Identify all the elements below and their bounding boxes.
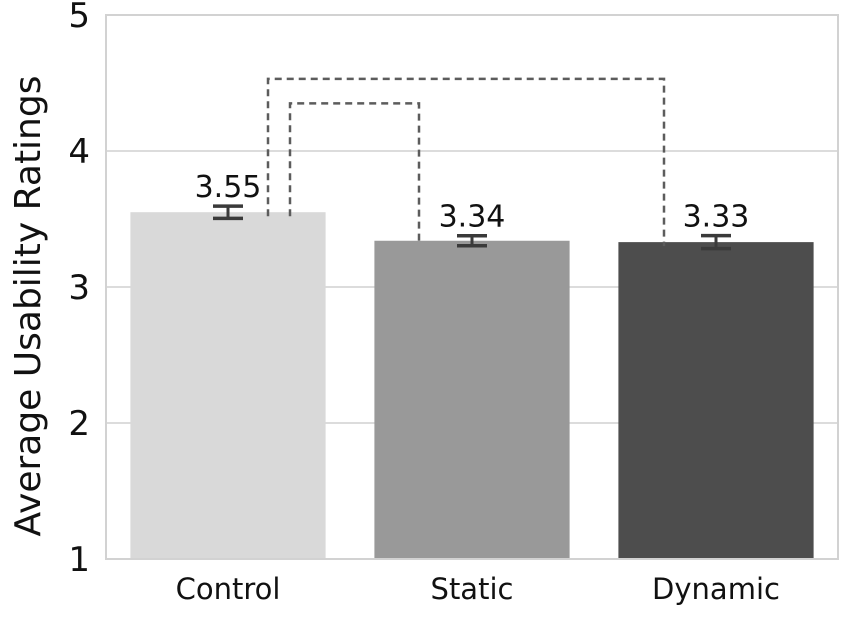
y-axis-label: Average Usability Ratings [8, 76, 49, 537]
y-tick-label-2: 2 [68, 404, 90, 444]
value-label-control: 3.55 [195, 170, 262, 205]
x-tick-label-control: Control [176, 572, 281, 606]
value-label-static: 3.34 [439, 200, 506, 235]
x-tick-label-dynamic: Dynamic [652, 572, 780, 606]
plot-border [105, 14, 839, 560]
x-tick-label-static: Static [431, 572, 514, 606]
y-tick-label-5: 5 [68, 0, 90, 36]
bar-control [130, 212, 326, 559]
value-label-dynamic: 3.33 [683, 200, 750, 235]
y-tick-label-3: 3 [68, 268, 90, 308]
significance-bracket-control-static [288, 102, 421, 245]
y-tick-label-4: 4 [68, 132, 90, 172]
y-tick-label-1: 1 [68, 540, 90, 580]
bar-static [374, 240, 570, 559]
significance-bracket-control-dynamic [266, 77, 666, 247]
bar-dynamic [618, 242, 814, 559]
